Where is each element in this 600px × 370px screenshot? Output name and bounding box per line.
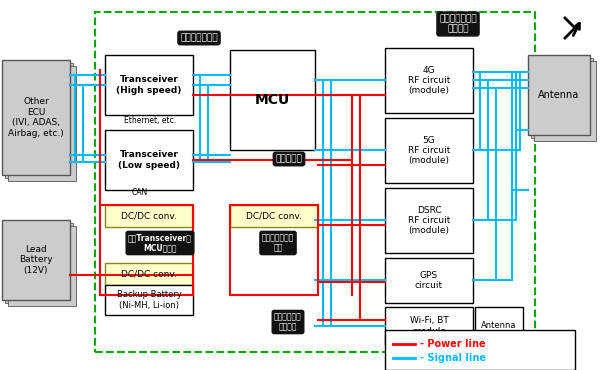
- FancyBboxPatch shape: [385, 118, 473, 183]
- FancyBboxPatch shape: [385, 188, 473, 253]
- FancyBboxPatch shape: [105, 205, 193, 227]
- Text: - Power line: - Power line: [420, 339, 485, 349]
- FancyBboxPatch shape: [5, 223, 73, 303]
- Text: 数据等处理: 数据等处理: [275, 155, 302, 164]
- Text: Transceiver
(Low speed): Transceiver (Low speed): [118, 150, 180, 170]
- FancyBboxPatch shape: [5, 63, 73, 178]
- Text: 用于无线模块的
电源: 用于无线模块的 电源: [262, 233, 294, 253]
- FancyBboxPatch shape: [531, 58, 593, 138]
- Text: Ethernet, etc.: Ethernet, etc.: [124, 115, 176, 124]
- FancyBboxPatch shape: [385, 48, 473, 113]
- Text: Wi-Fi, BT
module: Wi-Fi, BT module: [410, 316, 448, 336]
- Text: 4G
RF circuit
(module): 4G RF circuit (module): [408, 65, 450, 95]
- Text: Lead
Battery
(12V): Lead Battery (12V): [19, 245, 53, 275]
- FancyBboxPatch shape: [8, 226, 76, 306]
- FancyBboxPatch shape: [534, 61, 596, 141]
- Text: DC/DC conv.: DC/DC conv.: [246, 212, 302, 221]
- FancyBboxPatch shape: [105, 130, 193, 190]
- FancyBboxPatch shape: [105, 285, 193, 315]
- Text: Antenna: Antenna: [481, 322, 517, 330]
- Text: Transceiver
(High speed): Transceiver (High speed): [116, 75, 182, 95]
- Text: CAN: CAN: [132, 188, 148, 196]
- FancyBboxPatch shape: [385, 258, 473, 303]
- Text: GPS
circuit: GPS circuit: [415, 271, 443, 290]
- FancyBboxPatch shape: [105, 55, 193, 115]
- Text: MCU: MCU: [255, 93, 290, 107]
- Text: 车辆掉电时的
备用电源: 车辆掉电时的 备用电源: [274, 312, 302, 332]
- FancyBboxPatch shape: [385, 330, 575, 370]
- FancyBboxPatch shape: [528, 55, 590, 135]
- FancyBboxPatch shape: [230, 50, 315, 150]
- Text: DC/DC conv.: DC/DC conv.: [121, 269, 177, 279]
- Text: DSRC
RF circuit
(module): DSRC RF circuit (module): [408, 206, 450, 235]
- FancyBboxPatch shape: [475, 307, 523, 345]
- FancyBboxPatch shape: [8, 66, 76, 181]
- Text: - Signal line: - Signal line: [420, 353, 486, 363]
- FancyBboxPatch shape: [105, 263, 193, 285]
- Text: Other
ECU
(IVI, ADAS,
Airbag, etc.): Other ECU (IVI, ADAS, Airbag, etc.): [8, 97, 64, 138]
- FancyBboxPatch shape: [2, 60, 70, 175]
- FancyBboxPatch shape: [385, 307, 473, 345]
- Text: Backup Battery
(Ni-MH, Li-ion): Backup Battery (Ni-MH, Li-ion): [116, 290, 181, 310]
- Text: 5G
RF circuit
(module): 5G RF circuit (module): [408, 135, 450, 165]
- Text: DC/DC conv.: DC/DC conv.: [121, 212, 177, 221]
- Text: 各种无线通信用
电路模块: 各种无线通信用 电路模块: [439, 14, 477, 34]
- Text: Antenna: Antenna: [538, 90, 580, 100]
- Text: 与外部进行通信: 与外部进行通信: [180, 34, 218, 43]
- Text: 用于Transceiver、
MCU的电源: 用于Transceiver、 MCU的电源: [128, 233, 192, 253]
- FancyBboxPatch shape: [2, 220, 70, 300]
- FancyBboxPatch shape: [230, 205, 318, 227]
